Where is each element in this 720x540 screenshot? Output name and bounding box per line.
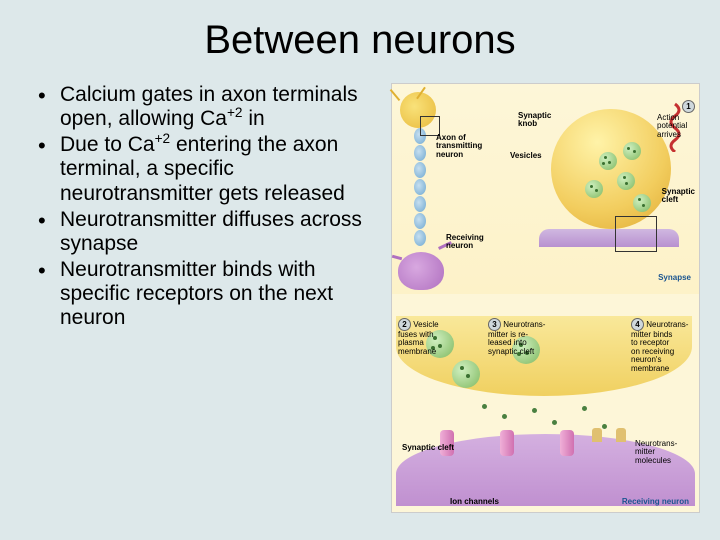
label-receiving-neuron-bottom: Receiving neuron — [622, 498, 689, 506]
ion-channel-icon — [560, 430, 574, 456]
callout-box-icon — [615, 216, 657, 252]
axon-chain-icon — [414, 128, 426, 258]
vesicle-icon — [633, 194, 651, 212]
vesicle-icon — [599, 152, 617, 170]
label-synapse: Synapse — [658, 274, 691, 282]
step-1-badge: 1 — [682, 100, 695, 113]
synapse-diagram: Axon of transmitting neuron Synaptic kno… — [391, 83, 700, 513]
bullet-item: Neurotransmitter binds with specific rec… — [38, 258, 383, 330]
receptor-icon — [616, 428, 626, 442]
neurotransmitter-dot-icon — [552, 420, 557, 425]
diagram-top-panel: Axon of transmitting neuron Synaptic kno… — [392, 84, 699, 294]
label-step-1-text: Action potential arrives — [657, 114, 697, 139]
label-axon-transmitting: Axon of transmitting neuron — [436, 134, 482, 159]
step-3-badge: 3 Neurotrans- mitter is re- leased into … — [488, 318, 545, 356]
label-synaptic-knob: Synaptic knob — [518, 112, 551, 129]
vesicle-icon — [617, 172, 635, 190]
bullet-item: Calcium gates in axon terminals open, al… — [38, 83, 383, 131]
step-2-badge: 2 Vesicle fuses with plasma membrane — [398, 318, 439, 356]
neurotransmitter-dot-icon — [532, 408, 537, 413]
slide-title: Between neurons — [0, 0, 720, 83]
receiving-neuron-icon — [398, 252, 444, 290]
neurotransmitter-dot-icon — [602, 424, 607, 429]
bullet-item: Neurotransmitter diffuses across synapse — [38, 208, 383, 256]
dendrite-icon — [390, 89, 401, 101]
label-synaptic-cleft: Synaptic cleft — [662, 188, 695, 205]
label-ion-channels: Ion channels — [450, 498, 499, 506]
label-synaptic-cleft-bottom: Synaptic cleft — [402, 444, 454, 452]
vesicle-icon — [585, 180, 603, 198]
content-row: Calcium gates in axon terminals open, al… — [0, 83, 720, 513]
ion-channel-icon — [500, 430, 514, 456]
bullet-item: Due to Ca+2 entering the axon terminal, … — [38, 133, 383, 205]
neurotransmitter-dot-icon — [582, 406, 587, 411]
label-vesicles: Vesicles — [510, 152, 542, 160]
dendrite-icon — [392, 255, 402, 260]
postsynaptic-membrane-icon — [539, 229, 679, 247]
bullet-list: Calcium gates in axon terminals open, al… — [38, 83, 383, 513]
vesicle-icon — [623, 142, 641, 160]
receptor-icon — [592, 428, 602, 442]
neurotransmitter-dot-icon — [482, 404, 487, 409]
label-receiving-neuron: Receiving neuron — [446, 234, 484, 251]
neurotransmitter-dot-icon — [502, 414, 507, 419]
step-4-badge: 4 Neurotrans- mitter binds to receptor o… — [631, 318, 693, 373]
label-nt-molecules: Neurotrans- mitter molecules — [635, 440, 691, 465]
vesicle-fusing-icon — [452, 360, 480, 388]
